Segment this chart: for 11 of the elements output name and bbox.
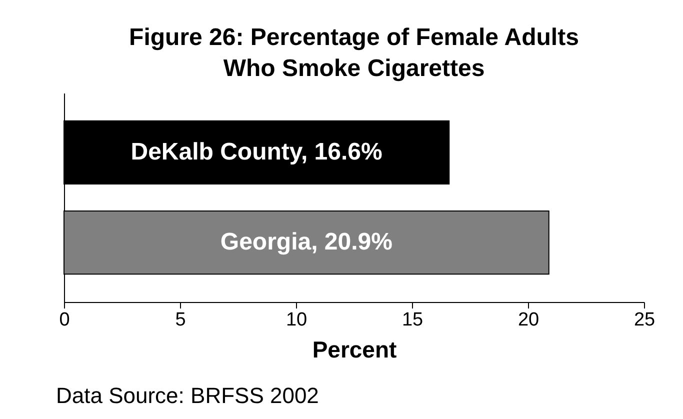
x-tick-label: 10 [286,310,308,330]
x-tick-label: 0 [59,310,70,330]
chart-title: Figure 26: Percentage of Female Adults Who Smoke Cigarettes [129,24,579,82]
x-tick-label: 20 [518,310,540,330]
x-axis-title: Percent [312,336,398,362]
source-note: Data Source: BRFSS 2002 [56,383,319,408]
x-tick-label: 15 [402,310,424,330]
x-tick-label: 5 [175,310,186,330]
data-label: DeKalb County, 16.6% [130,138,382,166]
data-label: Georgia, 20.9% [220,228,392,256]
x-tick-label: 25 [634,310,656,330]
